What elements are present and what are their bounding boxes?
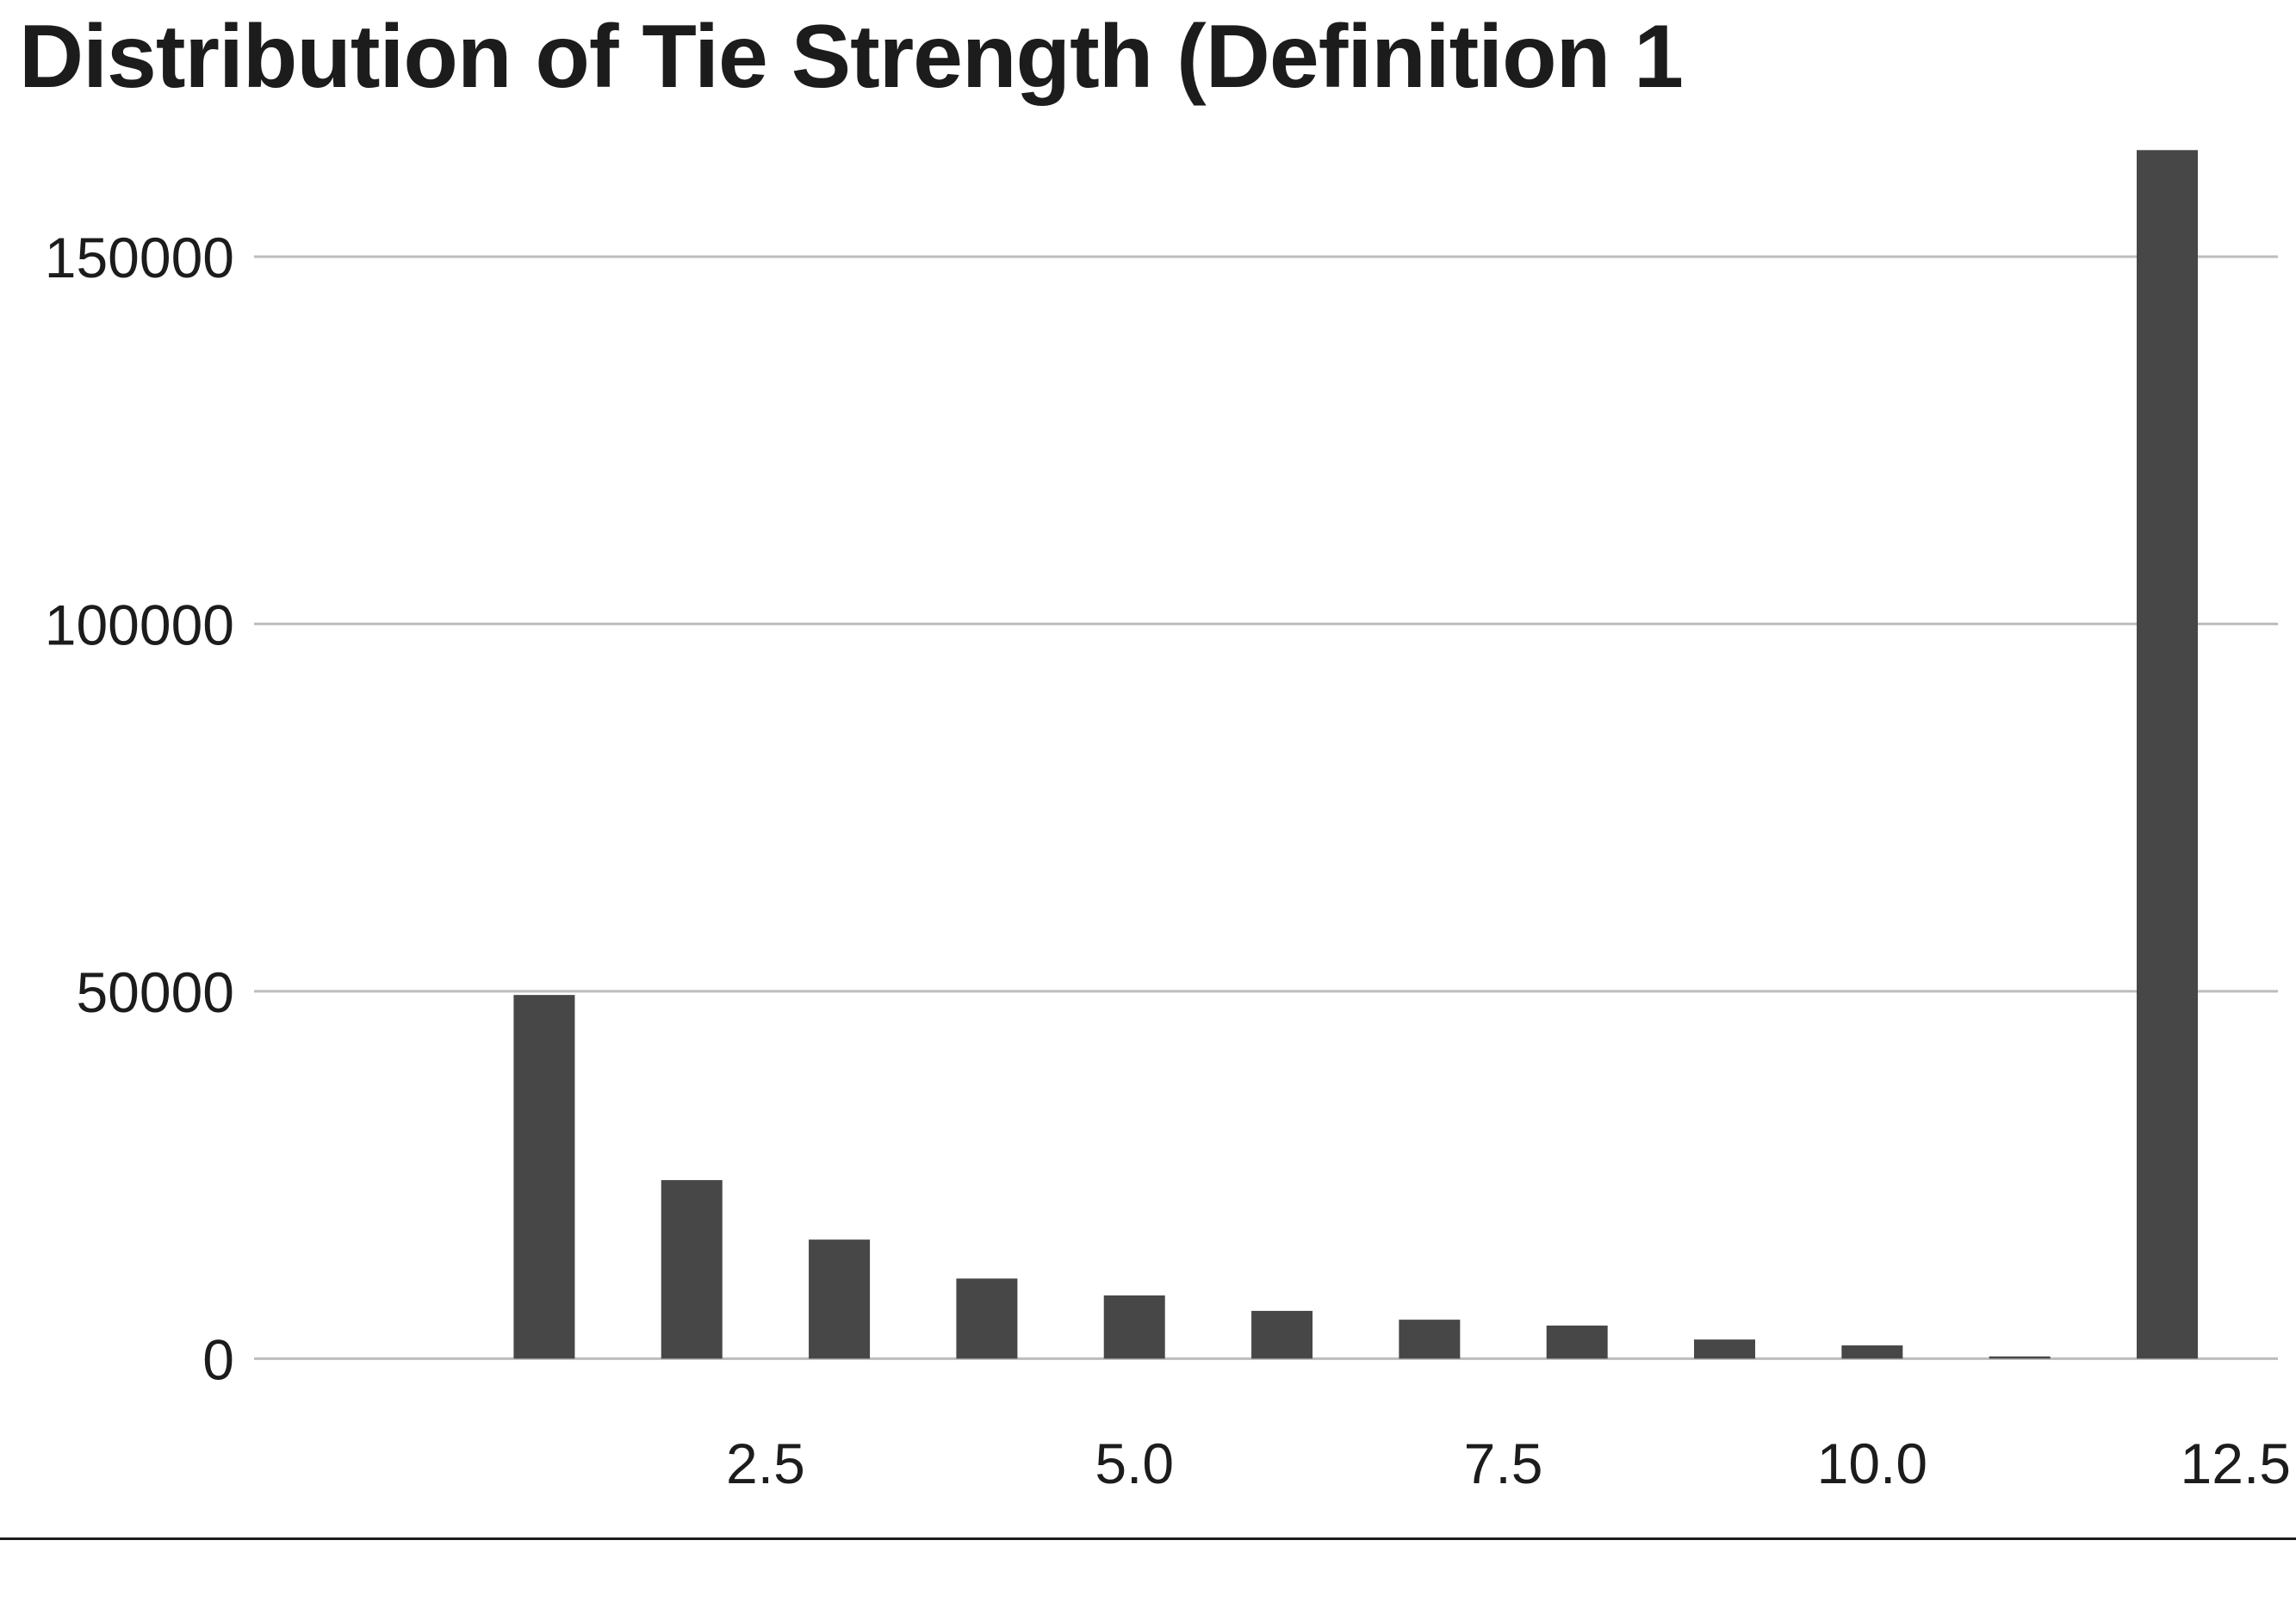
y-tick-label: 50000 — [76, 960, 234, 1024]
bar-9 — [1694, 1339, 1756, 1359]
bar-7 — [1399, 1320, 1461, 1359]
bar-5 — [1103, 1295, 1165, 1359]
bar-4 — [956, 1278, 1018, 1359]
bar-3 — [809, 1239, 871, 1359]
bar-11 — [1989, 1356, 2051, 1359]
y-tick-label: 100000 — [45, 593, 234, 656]
y-tick-label: 150000 — [45, 226, 234, 289]
gridlines — [254, 255, 2278, 1360]
x-tick-label: 7.5 — [1464, 1432, 1543, 1495]
bar-12 — [2137, 150, 2199, 1359]
x-tick-label: 2.5 — [726, 1432, 805, 1495]
x-tick-label: 12.5 — [2181, 1432, 2291, 1495]
x-tick-label: 5.0 — [1095, 1432, 1174, 1495]
bar-8 — [1546, 1325, 1608, 1359]
x-axis-ticks: 2.5 5.0 7.5 10.0 12.5 — [726, 1432, 2291, 1495]
y-axis-ticks: 0 50000 100000 150000 — [45, 226, 234, 1391]
y-tick-label: 0 — [202, 1327, 234, 1391]
chart-title: Distribution of Tie Strength (Definition… — [19, 7, 1684, 107]
x-tick-label: 10.0 — [1817, 1432, 1927, 1495]
bottom-divider — [0, 1537, 2296, 1540]
bars — [513, 150, 2199, 1359]
bar-10 — [1841, 1345, 1903, 1359]
bar-2 — [661, 1180, 723, 1359]
bar-6 — [1251, 1310, 1313, 1359]
bar-1 — [513, 995, 575, 1359]
